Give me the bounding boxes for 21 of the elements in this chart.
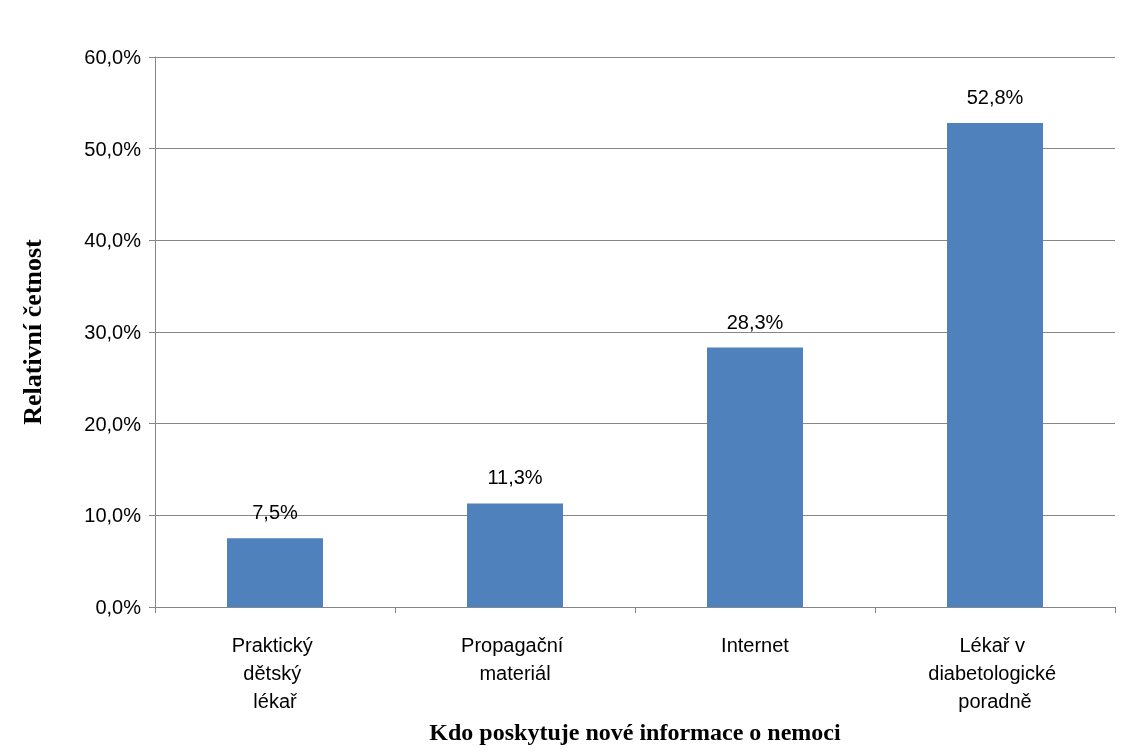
x-tick-label: Internet	[721, 634, 790, 656]
x-tick-label: Propagační materiál	[461, 634, 569, 684]
bar	[707, 347, 803, 607]
y-tick-label: 20,0%	[84, 412, 142, 435]
data-label: 7,5%	[252, 501, 299, 524]
y-tick-label: 40,0%	[84, 229, 142, 252]
data-label: 11,3%	[487, 466, 543, 489]
y-axis-title: Relativní četnost	[17, 238, 47, 425]
bar	[467, 503, 563, 607]
y-tick-label: 50,0%	[84, 137, 142, 160]
bar	[947, 123, 1043, 607]
x-axis-title: Kdo poskytuje nové informace o nemoci	[429, 718, 841, 745]
y-tick-label: 60,0%	[84, 46, 142, 68]
data-label: 52,8%	[966, 86, 1024, 108]
x-tick-label: Lékař v diabetologické poradně	[928, 634, 1062, 712]
y-tick-label: 10,0%	[84, 504, 142, 527]
data-label: 28,3%	[726, 310, 784, 333]
y-tick-label: 30,0%	[84, 321, 142, 343]
bar	[227, 538, 323, 607]
y-tick-label: 0,0%	[95, 596, 142, 618]
x-tick-label: Praktický dětský lékař	[231, 634, 319, 712]
